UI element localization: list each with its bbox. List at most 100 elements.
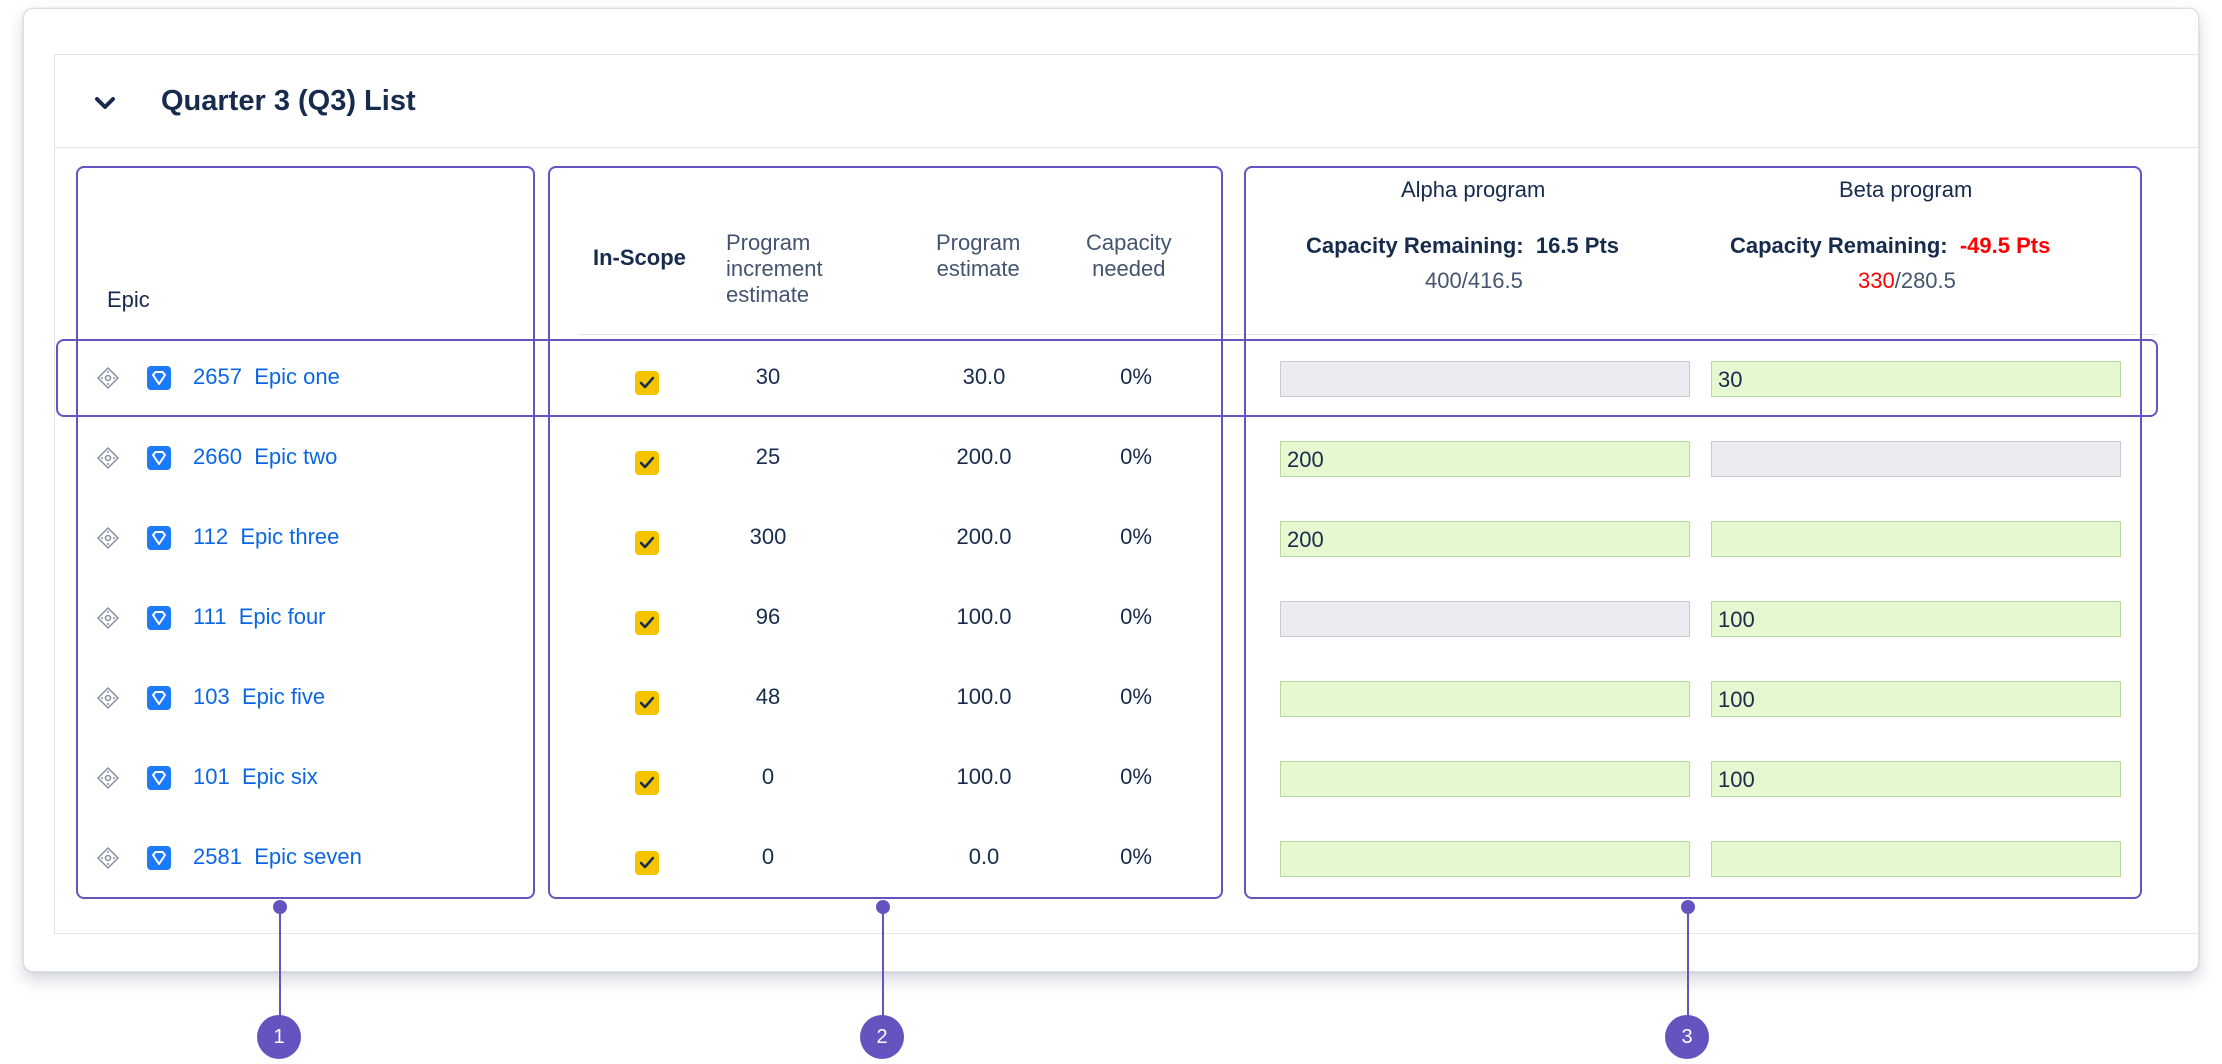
program-estimate-value: 0.0	[968, 844, 1000, 869]
callout-frame-programs	[1244, 166, 2142, 899]
pi-estimate-value: 0	[761, 764, 775, 789]
alpha-allocation-input[interactable]	[1280, 361, 1690, 397]
check-icon	[639, 696, 655, 709]
callout-badge-1: 1	[257, 1015, 301, 1059]
pi-estimate-column-header: Program increment estimate	[726, 230, 823, 307]
epic-link[interactable]: 2581 Epic seven	[193, 844, 362, 869]
drag-handle-icon[interactable]	[96, 446, 120, 470]
q3-list-panel: Quarter 3 (Q3) List	[54, 54, 2198, 934]
capacity-card	[23, 8, 2199, 972]
beta-allocation-input[interactable]: 100	[1711, 761, 2121, 797]
epic-icon	[147, 846, 171, 870]
list-title: Quarter 3 (Q3) List	[161, 85, 416, 117]
in-scope-checkbox[interactable]	[635, 451, 659, 475]
pi-estimate-value: 96	[755, 604, 781, 629]
capacity-needed-value: 0%	[1120, 364, 1152, 389]
in-scope-checkbox[interactable]	[635, 611, 659, 635]
drag-handle-icon[interactable]	[96, 606, 120, 630]
alpha-capacity-ratio: 400/416.5	[1425, 268, 1523, 293]
table-row: 112 Epic three 300 200.0 0% 200	[0, 498, 2222, 578]
check-icon	[639, 536, 655, 549]
program-estimate-value: 200.0	[956, 524, 1012, 549]
callout-frame-estimates	[548, 166, 1223, 899]
alpha-allocation-input[interactable]	[1280, 761, 1690, 797]
program-estimate-value: 100.0	[956, 604, 1012, 629]
epic-column-header: Epic	[107, 287, 150, 312]
alpha-capacity-remaining: Capacity Remaining: 16.5 Pts	[1306, 233, 1620, 258]
epic-icon	[147, 606, 171, 630]
epic-link[interactable]: 2657 Epic one	[193, 364, 340, 389]
check-icon	[639, 776, 655, 789]
epic-icon	[147, 526, 171, 550]
beta-allocation-input[interactable]	[1711, 521, 2121, 557]
pi-estimate-value: 30	[755, 364, 781, 389]
alpha-allocation-input[interactable]: 200	[1280, 441, 1690, 477]
alpha-program-header: Alpha program	[1401, 177, 1546, 202]
callout-frame-epic	[76, 166, 535, 899]
epic-icon	[147, 366, 171, 390]
epic-link[interactable]: 111 Epic four	[193, 604, 326, 629]
callout-leader-1	[279, 910, 281, 1020]
epic-icon	[147, 446, 171, 470]
in-scope-checkbox[interactable]	[635, 691, 659, 715]
in-scope-checkbox[interactable]	[635, 771, 659, 795]
epic-icon	[147, 686, 171, 710]
drag-handle-icon[interactable]	[96, 846, 120, 870]
table-row: 2657 Epic one 30 30.0 0% 30	[0, 338, 2222, 418]
callout-badge-2: 2	[860, 1015, 904, 1059]
table-row: 103 Epic five 48 100.0 0% 100	[0, 658, 2222, 738]
beta-allocation-input[interactable]	[1711, 441, 2121, 477]
pi-estimate-value: 48	[755, 684, 781, 709]
capacity-needed-value: 0%	[1120, 844, 1152, 869]
callout-leader-2	[882, 910, 884, 1020]
epic-link[interactable]: 103 Epic five	[193, 684, 326, 709]
callout-frame-row-highlight	[56, 339, 2158, 417]
beta-allocation-input[interactable]: 30	[1711, 361, 2121, 397]
program-estimate-value: 100.0	[956, 684, 1012, 709]
in-scope-checkbox[interactable]	[635, 371, 659, 395]
program-estimate-column-header: Program estimate	[936, 230, 1021, 281]
capacity-needed-value: 0%	[1120, 604, 1152, 629]
drag-handle-icon[interactable]	[96, 686, 120, 710]
program-estimate-value: 200.0	[956, 444, 1012, 469]
beta-capacity-value: -49.5 Pts	[1959, 233, 2051, 258]
pi-estimate-value: 25	[755, 444, 781, 469]
epic-link[interactable]: 2660 Epic two	[193, 444, 338, 469]
chevron-down-icon[interactable]	[93, 93, 117, 113]
callout-leader-3	[1687, 910, 1689, 1020]
alpha-allocation-input[interactable]	[1280, 681, 1690, 717]
check-icon	[639, 616, 655, 629]
in-scope-checkbox[interactable]	[635, 851, 659, 875]
alpha-allocation-input[interactable]: 200	[1280, 521, 1690, 557]
pi-estimate-value: 300	[749, 524, 787, 549]
capacity-needed-value: 0%	[1120, 444, 1152, 469]
table-row: 2660 Epic two 25 200.0 0% 200	[0, 418, 2222, 498]
drag-handle-icon[interactable]	[96, 766, 120, 790]
callout-dot-3	[1681, 900, 1695, 914]
beta-allocation-input[interactable]: 100	[1711, 681, 2121, 717]
callout-dot-2	[876, 900, 890, 914]
capacity-needed-column-header: Capacity needed	[1086, 230, 1172, 281]
alpha-allocation-input[interactable]	[1280, 601, 1690, 637]
check-icon	[639, 456, 655, 469]
alpha-allocation-input[interactable]	[1280, 841, 1690, 877]
beta-allocation-input[interactable]	[1711, 841, 2121, 877]
list-header[interactable]: Quarter 3 (Q3) List	[55, 55, 2198, 148]
header-divider	[578, 334, 2158, 335]
check-icon	[639, 856, 655, 869]
drag-handle-icon[interactable]	[96, 366, 120, 390]
pi-estimate-value: 0	[761, 844, 775, 869]
table-row: 2581 Epic seven 0 0.0 0%	[0, 818, 2222, 898]
epic-link[interactable]: 112 Epic three	[193, 524, 340, 549]
callout-badge-3: 3	[1665, 1015, 1709, 1059]
beta-allocation-input[interactable]: 100	[1711, 601, 2121, 637]
epic-link[interactable]: 101 Epic six	[193, 764, 318, 789]
beta-capacity-ratio: 330/280.5	[1858, 268, 1956, 293]
capacity-needed-value: 0%	[1120, 684, 1152, 709]
check-icon	[639, 376, 655, 389]
beta-program-header: Beta program	[1839, 177, 1973, 202]
in-scope-checkbox[interactable]	[635, 531, 659, 555]
program-estimate-value: 30.0	[962, 364, 1006, 389]
drag-handle-icon[interactable]	[96, 526, 120, 550]
in-scope-column-header: In-Scope	[593, 245, 686, 270]
